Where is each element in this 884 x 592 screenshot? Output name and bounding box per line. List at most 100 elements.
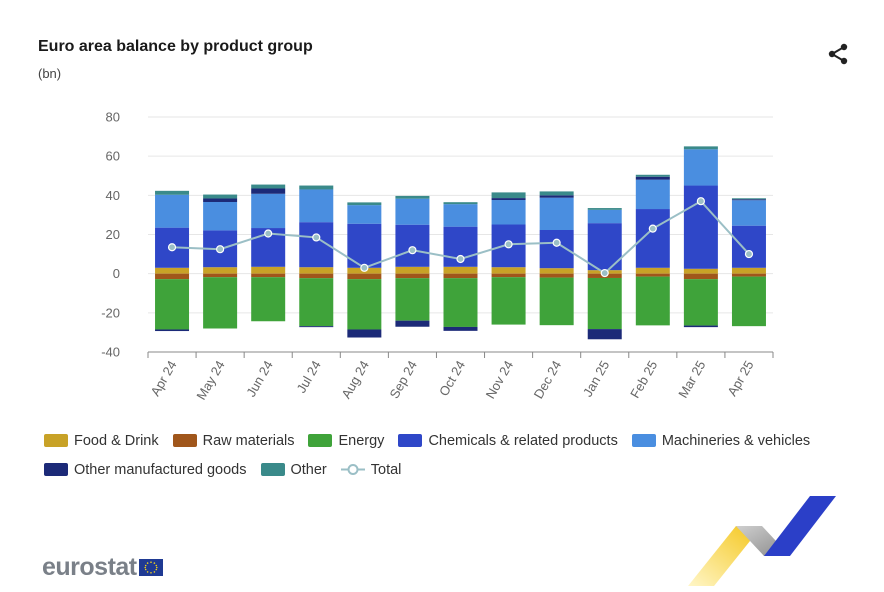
bar-food[interactable] (251, 266, 286, 274)
total-point[interactable] (696, 197, 705, 206)
bar-food[interactable] (491, 267, 526, 274)
bar-other[interactable] (395, 195, 430, 199)
bar-food[interactable] (443, 266, 478, 274)
total-point[interactable] (504, 240, 513, 249)
legend-item-machinery[interactable]: Machineries & vehicles (631, 433, 810, 449)
bar-stack-apr-24[interactable] (155, 190, 190, 332)
bar-other[interactable] (683, 146, 718, 150)
bar-other[interactable] (347, 202, 382, 206)
bar-raw[interactable] (635, 273, 670, 277)
bar-energy[interactable] (731, 276, 766, 327)
bar-raw[interactable] (731, 273, 766, 277)
bar-stack-apr-25[interactable] (731, 198, 766, 327)
bar-food[interactable] (155, 267, 190, 274)
bar-food[interactable] (203, 267, 238, 274)
bar-stack-may-24[interactable] (203, 194, 238, 329)
bar-raw[interactable] (539, 273, 574, 278)
bar-energy[interactable] (683, 279, 718, 326)
bar-manufactured[interactable] (635, 176, 670, 180)
bar-manufactured[interactable] (299, 326, 334, 328)
bar-raw[interactable] (683, 273, 718, 280)
bar-manufactured[interactable] (731, 199, 766, 201)
bar-raw[interactable] (347, 273, 382, 280)
bar-machinery[interactable] (443, 204, 478, 227)
bar-raw[interactable] (443, 273, 478, 279)
total-point[interactable] (600, 268, 609, 278)
legend-item-other-manufactured[interactable]: Other manufactured goods (44, 462, 247, 478)
bar-other[interactable] (155, 190, 190, 195)
total-point[interactable] (167, 243, 177, 252)
bar-other[interactable] (491, 192, 526, 199)
bar-food[interactable] (299, 267, 334, 274)
bar-other[interactable] (443, 202, 478, 205)
bar-manufactured[interactable] (539, 195, 574, 198)
bar-energy[interactable] (299, 278, 334, 327)
total-point[interactable] (456, 254, 465, 264)
legend-item-food[interactable]: Food & Drink (44, 433, 159, 449)
bar-manufactured[interactable] (155, 329, 190, 332)
bar-manufactured[interactable] (395, 320, 430, 327)
bar-energy[interactable] (539, 277, 574, 326)
bar-raw[interactable] (203, 273, 238, 278)
bar-energy[interactable] (395, 278, 430, 321)
bar-other[interactable] (299, 185, 334, 190)
bar-energy[interactable] (587, 277, 622, 330)
bar-stack-oct-24[interactable] (443, 202, 478, 331)
legend-item-total[interactable]: Total (340, 462, 401, 478)
bar-chemicals[interactable] (395, 224, 430, 267)
total-point[interactable] (216, 245, 225, 254)
bar-food[interactable] (731, 267, 766, 274)
total-point[interactable] (360, 263, 369, 272)
legend-item-raw-materials[interactable]: Raw materials (172, 433, 294, 449)
bar-other[interactable] (587, 208, 622, 210)
total-point[interactable] (264, 229, 273, 238)
bar-energy[interactable] (491, 277, 526, 325)
total-point[interactable] (312, 233, 321, 242)
bar-food[interactable] (539, 268, 574, 274)
bar-raw[interactable] (155, 273, 190, 280)
bar-machinery[interactable] (251, 193, 286, 229)
bar-machinery[interactable] (731, 200, 766, 226)
bar-other[interactable] (635, 174, 670, 177)
bar-other[interactable] (731, 198, 766, 200)
bar-stack-jun-24[interactable] (251, 184, 286, 322)
bar-energy[interactable] (347, 279, 382, 330)
bar-other[interactable] (203, 194, 238, 199)
bar-manufactured[interactable] (203, 198, 238, 202)
bar-machinery[interactable] (539, 197, 574, 230)
total-point[interactable] (648, 224, 657, 233)
bar-manufactured[interactable] (683, 325, 718, 328)
bar-chemicals[interactable] (731, 225, 766, 268)
bar-energy[interactable] (251, 277, 286, 322)
bar-manufactured[interactable] (491, 198, 526, 201)
bar-other[interactable] (251, 184, 286, 189)
bar-other[interactable] (539, 191, 574, 196)
bar-machinery[interactable] (299, 189, 334, 223)
bar-energy[interactable] (155, 279, 190, 330)
bar-machinery[interactable] (683, 149, 718, 186)
bar-manufactured[interactable] (251, 188, 286, 194)
bar-raw[interactable] (299, 273, 334, 279)
bar-stack-nov-24[interactable] (491, 192, 526, 325)
bar-machinery[interactable] (347, 205, 382, 224)
bar-machinery[interactable] (635, 179, 670, 210)
share-button[interactable] (826, 42, 850, 66)
legend-item-other[interactable]: Other (260, 462, 327, 478)
bar-stack-sep-24[interactable] (395, 195, 430, 327)
bar-stack-jul-24[interactable] (299, 185, 334, 328)
bar-stack-mar-25[interactable] (683, 146, 718, 328)
bar-raw[interactable] (395, 273, 430, 279)
legend-item-energy[interactable]: Energy (308, 433, 384, 449)
total-point[interactable] (552, 238, 561, 247)
bar-manufactured[interactable] (347, 329, 382, 338)
total-point[interactable] (744, 249, 754, 259)
bar-food[interactable] (395, 266, 430, 274)
bar-food[interactable] (635, 267, 670, 274)
bar-energy[interactable] (203, 277, 238, 329)
bar-stack-feb-25[interactable] (635, 174, 670, 326)
bar-machinery[interactable] (491, 200, 526, 225)
bar-food[interactable] (683, 268, 718, 274)
bar-manufactured[interactable] (443, 326, 478, 331)
bar-energy[interactable] (443, 278, 478, 327)
bar-machinery[interactable] (587, 209, 622, 224)
